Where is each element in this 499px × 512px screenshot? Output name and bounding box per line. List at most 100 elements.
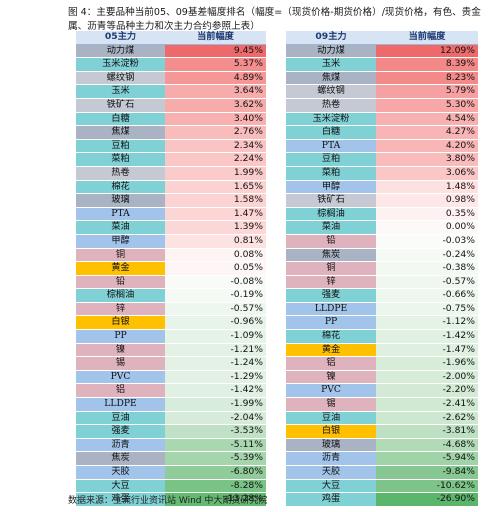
commodity-name: 菜粕 (286, 166, 376, 181)
commodity-name: 豆油 (76, 411, 165, 426)
table-row: 大豆 -10.62% (286, 479, 478, 494)
left-header-amplitude: 当前幅度 (165, 31, 266, 45)
table-row: 玻璃 -4.68% (286, 438, 478, 453)
commodity-name: 棉花 (286, 329, 376, 344)
basis-amplitude: -0.57% (376, 275, 478, 290)
basis-amplitude: 0.35% (376, 207, 478, 222)
commodity-name: 铝 (286, 356, 376, 371)
commodity-name: 豆粕 (286, 152, 376, 167)
basis-amplitude: 12.09% (376, 44, 478, 59)
commodity-name: LLDPE (286, 302, 376, 317)
basis-amplitude: 8.39% (376, 57, 478, 72)
commodity-name: 螺纹钢 (76, 71, 165, 86)
basis-amplitude: -2.20% (376, 383, 478, 399)
basis-amplitude: -0.03% (376, 234, 478, 249)
commodity-name: 黄金 (286, 343, 376, 358)
table-row: 铝 -1.96% (286, 356, 478, 371)
table-row: 沥青 -5.94% (286, 451, 478, 466)
basis-amplitude: -13.28% (165, 492, 266, 507)
basis-amplitude: -1.09% (165, 329, 266, 344)
table-row: 白银 -3.81% (286, 424, 478, 439)
left-header-contract: 05主力 (76, 31, 165, 45)
commodity-name: 玉米淀粉 (286, 112, 376, 127)
basis-amplitude: 1.39% (165, 220, 266, 235)
basis-amplitude: -9.84% (376, 465, 478, 480)
commodity-name: 菜油 (286, 220, 376, 235)
commodity-name: 棕榈油 (76, 288, 165, 303)
table-row: 甲醇 1.48% (286, 180, 478, 195)
commodity-name: 甲醇 (76, 234, 165, 249)
table-row: 黄金 -1.47% (286, 343, 478, 358)
commodity-name: 焦煤 (286, 71, 376, 86)
commodity-name: 焦炭 (76, 451, 165, 466)
basis-amplitude: 0.08% (165, 248, 266, 263)
commodity-name: 镍 (286, 370, 376, 385)
table-row: 热卷 5.30% (286, 98, 478, 113)
commodity-name: 镍 (76, 343, 165, 358)
basis-amplitude: -1.24% (165, 356, 266, 371)
commodity-name: 黄金 (76, 261, 165, 276)
commodity-name: 铅 (286, 234, 376, 249)
basis-amplitude: 4.27% (376, 125, 478, 140)
basis-amplitude: 2.76% (165, 125, 266, 140)
basis-amplitude: -3.81% (376, 424, 478, 439)
table-row: 铅 -0.03% (286, 234, 478, 249)
table-row: 锌 -0.57% (76, 302, 266, 317)
basis-amplitude: -1.42% (165, 383, 266, 399)
table-row: 菜油 0.00% (286, 220, 478, 235)
commodity-name: 鸡蛋 (286, 492, 376, 507)
table-row: 动力煤 12.09% (286, 44, 478, 59)
table-row: 铁矿石 3.62% (76, 98, 266, 113)
commodity-name: 沥青 (76, 438, 165, 453)
basis-amplitude: 0.05% (165, 261, 266, 276)
table-row: PVC -1.29% (76, 370, 266, 385)
table-row: 焦炭 -5.39% (76, 451, 266, 466)
commodity-name: 棕榈油 (286, 207, 376, 222)
commodity-name: 沥青 (286, 451, 376, 466)
commodity-name: 铝 (76, 383, 165, 399)
table-row: 白糖 3.40% (76, 112, 266, 127)
table-row: LLDPE -1.99% (76, 397, 266, 412)
basis-amplitude: 3.62% (165, 98, 266, 113)
commodity-name: 玻璃 (286, 438, 376, 453)
commodity-name: 白银 (286, 424, 376, 439)
table-row: 玉米淀粉 4.54% (286, 112, 478, 127)
table-row: 白糖 4.27% (286, 125, 478, 140)
right-header-amplitude: 当前幅度 (376, 31, 478, 45)
basis-amplitude: 1.65% (165, 180, 266, 195)
commodity-name: 白糖 (76, 112, 165, 127)
table-row: 锡 -1.24% (76, 356, 266, 371)
basis-amplitude: -10.62% (376, 479, 478, 494)
commodity-name: 豆粕 (76, 139, 165, 154)
table-row: 棕榈油 -0.19% (76, 288, 266, 303)
commodity-name: PTA (76, 207, 165, 222)
basis-amplitude: 2.24% (165, 152, 266, 167)
table-row: 棉花 -1.42% (286, 329, 478, 344)
table-row: 焦煤 8.23% (286, 71, 478, 86)
table-row: 螺纹钢 5.79% (286, 84, 478, 99)
commodity-name: 热卷 (76, 166, 165, 181)
basis-amplitude: -2.00% (376, 370, 478, 385)
commodity-name: 大豆 (286, 479, 376, 494)
basis-amplitude: -0.75% (376, 302, 478, 317)
commodity-name: 玉米 (76, 84, 165, 99)
data-source-footer: 数据来源：主流行业资讯站 Wind 中大期货研究院 (68, 496, 268, 506)
table-row: 铜 0.08% (76, 248, 266, 263)
table-row: PP -1.09% (76, 329, 266, 344)
table-row: 鸡蛋 -13.28% (76, 492, 266, 507)
commodity-name: 天胶 (286, 465, 376, 480)
basis-amplitude: -0.08% (165, 275, 266, 290)
basis-amplitude: -0.57% (165, 302, 266, 317)
commodity-name: LLDPE (76, 397, 165, 412)
table-row: 动力煤 9.45% (76, 44, 266, 59)
basis-amplitude: -1.99% (165, 397, 266, 412)
basis-amplitude: -3.53% (165, 424, 266, 439)
commodity-name: 铜 (76, 248, 165, 263)
basis-amplitude: -0.96% (165, 315, 266, 331)
table-row: 鸡蛋 -26.90% (286, 492, 478, 507)
commodity-name: 菜粕 (76, 152, 165, 167)
basis-amplitude: 0.00% (376, 220, 478, 235)
basis-amplitude: -0.38% (376, 261, 478, 276)
basis-amplitude: 4.89% (165, 71, 266, 86)
basis-amplitude: -1.12% (376, 315, 478, 331)
